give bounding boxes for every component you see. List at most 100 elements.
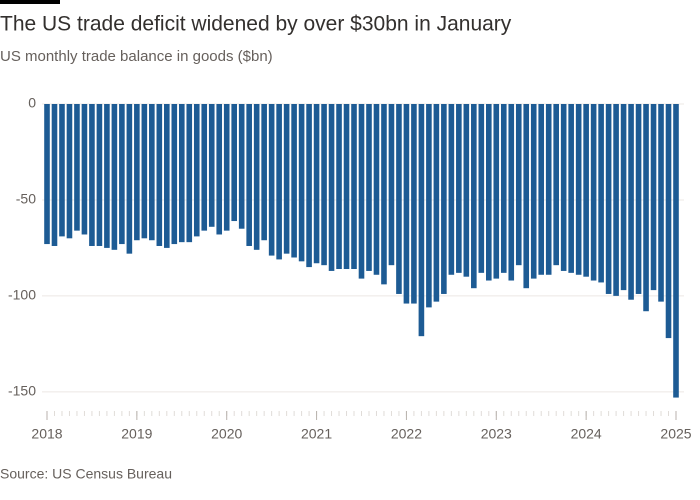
bar (231, 104, 238, 222)
bar (74, 104, 80, 231)
bar (635, 104, 642, 294)
bar (89, 104, 95, 246)
bar (598, 104, 604, 283)
bar (193, 104, 200, 237)
bar (411, 104, 417, 304)
bar (463, 104, 470, 277)
source: Source: US Census Bureau (0, 466, 172, 482)
bar (141, 104, 148, 239)
bar (605, 104, 612, 294)
bar (426, 104, 432, 308)
bar (268, 104, 275, 256)
y-tick-label: -100 (8, 287, 36, 303)
bar (186, 104, 193, 243)
bar (590, 104, 597, 281)
bar (164, 104, 170, 248)
bar (456, 104, 462, 273)
y-tick-label: -50 (16, 191, 36, 207)
y-tick-label: -150 (8, 383, 36, 399)
y-tick-label: 0 (28, 95, 36, 111)
bar (620, 104, 627, 291)
bar (246, 104, 252, 246)
x-tick-label: 2020 (211, 426, 242, 442)
bar (515, 104, 522, 266)
bar (538, 104, 545, 275)
bar (343, 104, 350, 270)
x-tick-label: 2021 (301, 426, 332, 442)
brand-bar (0, 0, 60, 4)
bar (283, 104, 290, 254)
bar (156, 104, 163, 246)
bar (111, 104, 118, 250)
bar (560, 104, 567, 271)
bar (178, 104, 185, 243)
chart-subtitle: US monthly trade balance in goods ($bn) (0, 48, 273, 65)
bar (51, 104, 58, 246)
bar (568, 104, 574, 273)
bar (575, 104, 582, 275)
bar (321, 104, 327, 266)
bar (59, 104, 65, 237)
bar (485, 104, 492, 281)
bar (119, 104, 125, 245)
bar (366, 104, 372, 271)
bar (81, 104, 88, 235)
x-tick-label: 2025 (660, 426, 691, 442)
bar (545, 104, 552, 275)
bar (396, 104, 402, 294)
bar (658, 104, 664, 302)
bar (44, 104, 50, 245)
x-tick-label: 2022 (391, 426, 422, 442)
bar (238, 104, 245, 229)
bar (306, 104, 312, 268)
bar (523, 104, 530, 289)
bar (665, 104, 672, 339)
bar (216, 104, 223, 235)
bar (336, 104, 342, 270)
bar (201, 104, 208, 231)
bar (650, 104, 657, 291)
bar (471, 104, 477, 289)
bar (208, 104, 215, 227)
bar (381, 104, 387, 285)
bar (313, 104, 320, 264)
bar (441, 104, 447, 294)
x-tick-label: 2023 (481, 426, 512, 442)
bar (171, 104, 178, 245)
bar (433, 104, 440, 302)
bar (223, 104, 230, 231)
bar (628, 104, 634, 300)
bar (553, 104, 559, 266)
x-tick-label: 2018 (31, 426, 62, 442)
bar (298, 104, 305, 262)
bar (66, 104, 73, 239)
bar (530, 104, 537, 279)
bar (328, 104, 335, 271)
bar (104, 104, 110, 248)
bar (358, 104, 365, 279)
bar (388, 104, 395, 266)
bar (673, 104, 679, 398)
bar (96, 104, 103, 246)
bar (500, 104, 507, 273)
bar (291, 104, 297, 258)
bar (418, 104, 425, 337)
chart-title: The US trade deficit widened by over $30… (0, 13, 512, 36)
bar (253, 104, 260, 250)
bar (613, 104, 619, 296)
x-tick-label: 2019 (121, 426, 152, 442)
bar (261, 104, 267, 241)
bar (126, 104, 133, 254)
bar (276, 104, 282, 260)
bar (149, 104, 155, 241)
bar (351, 104, 357, 270)
bar (134, 104, 140, 241)
bar (478, 104, 485, 273)
bar (448, 104, 455, 275)
bar (643, 104, 649, 312)
bar (493, 104, 500, 279)
bar (508, 104, 515, 281)
bar (583, 104, 589, 277)
bar (403, 104, 410, 304)
